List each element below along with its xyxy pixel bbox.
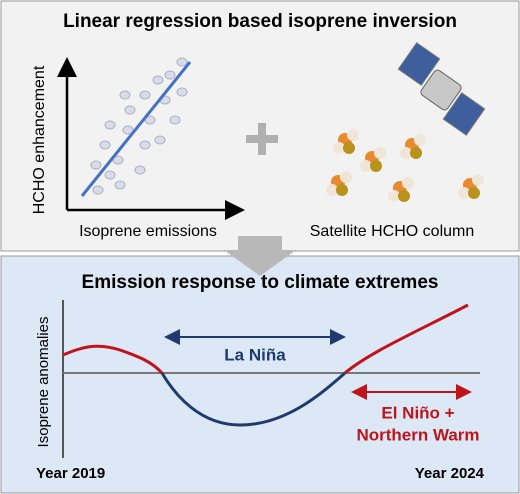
x-label: Isoprene emissions — [79, 223, 217, 240]
bottom-title: Emission response to climate extremes — [82, 272, 439, 293]
satellite-label: Satellite HCHO column — [310, 223, 475, 240]
negative-curve — [160, 371, 346, 427]
plus-sign — [246, 123, 278, 155]
positive-curve — [344, 303, 469, 375]
bottom-panel — [0, 255, 520, 494]
top-title: Linear regression based isoprene inversi… — [63, 11, 457, 32]
end-label: Year 2024 — [415, 465, 485, 482]
y-label: Isoprene anomalies — [35, 317, 52, 448]
start-label: Year 2019 — [36, 465, 105, 482]
scatter-dots — [90, 57, 188, 195]
regression-line — [80, 61, 192, 197]
la-nina-label: La Niña — [224, 345, 286, 364]
satellite — [397, 42, 486, 136]
el-nino-label: El Niño + — [381, 403, 454, 422]
y-label: HCHO enhancement — [31, 65, 48, 214]
positive-curve — [62, 344, 164, 375]
el-nino-label: Northern Warm — [356, 425, 479, 444]
flow-arrow — [224, 236, 296, 276]
molecules — [326, 129, 484, 202]
